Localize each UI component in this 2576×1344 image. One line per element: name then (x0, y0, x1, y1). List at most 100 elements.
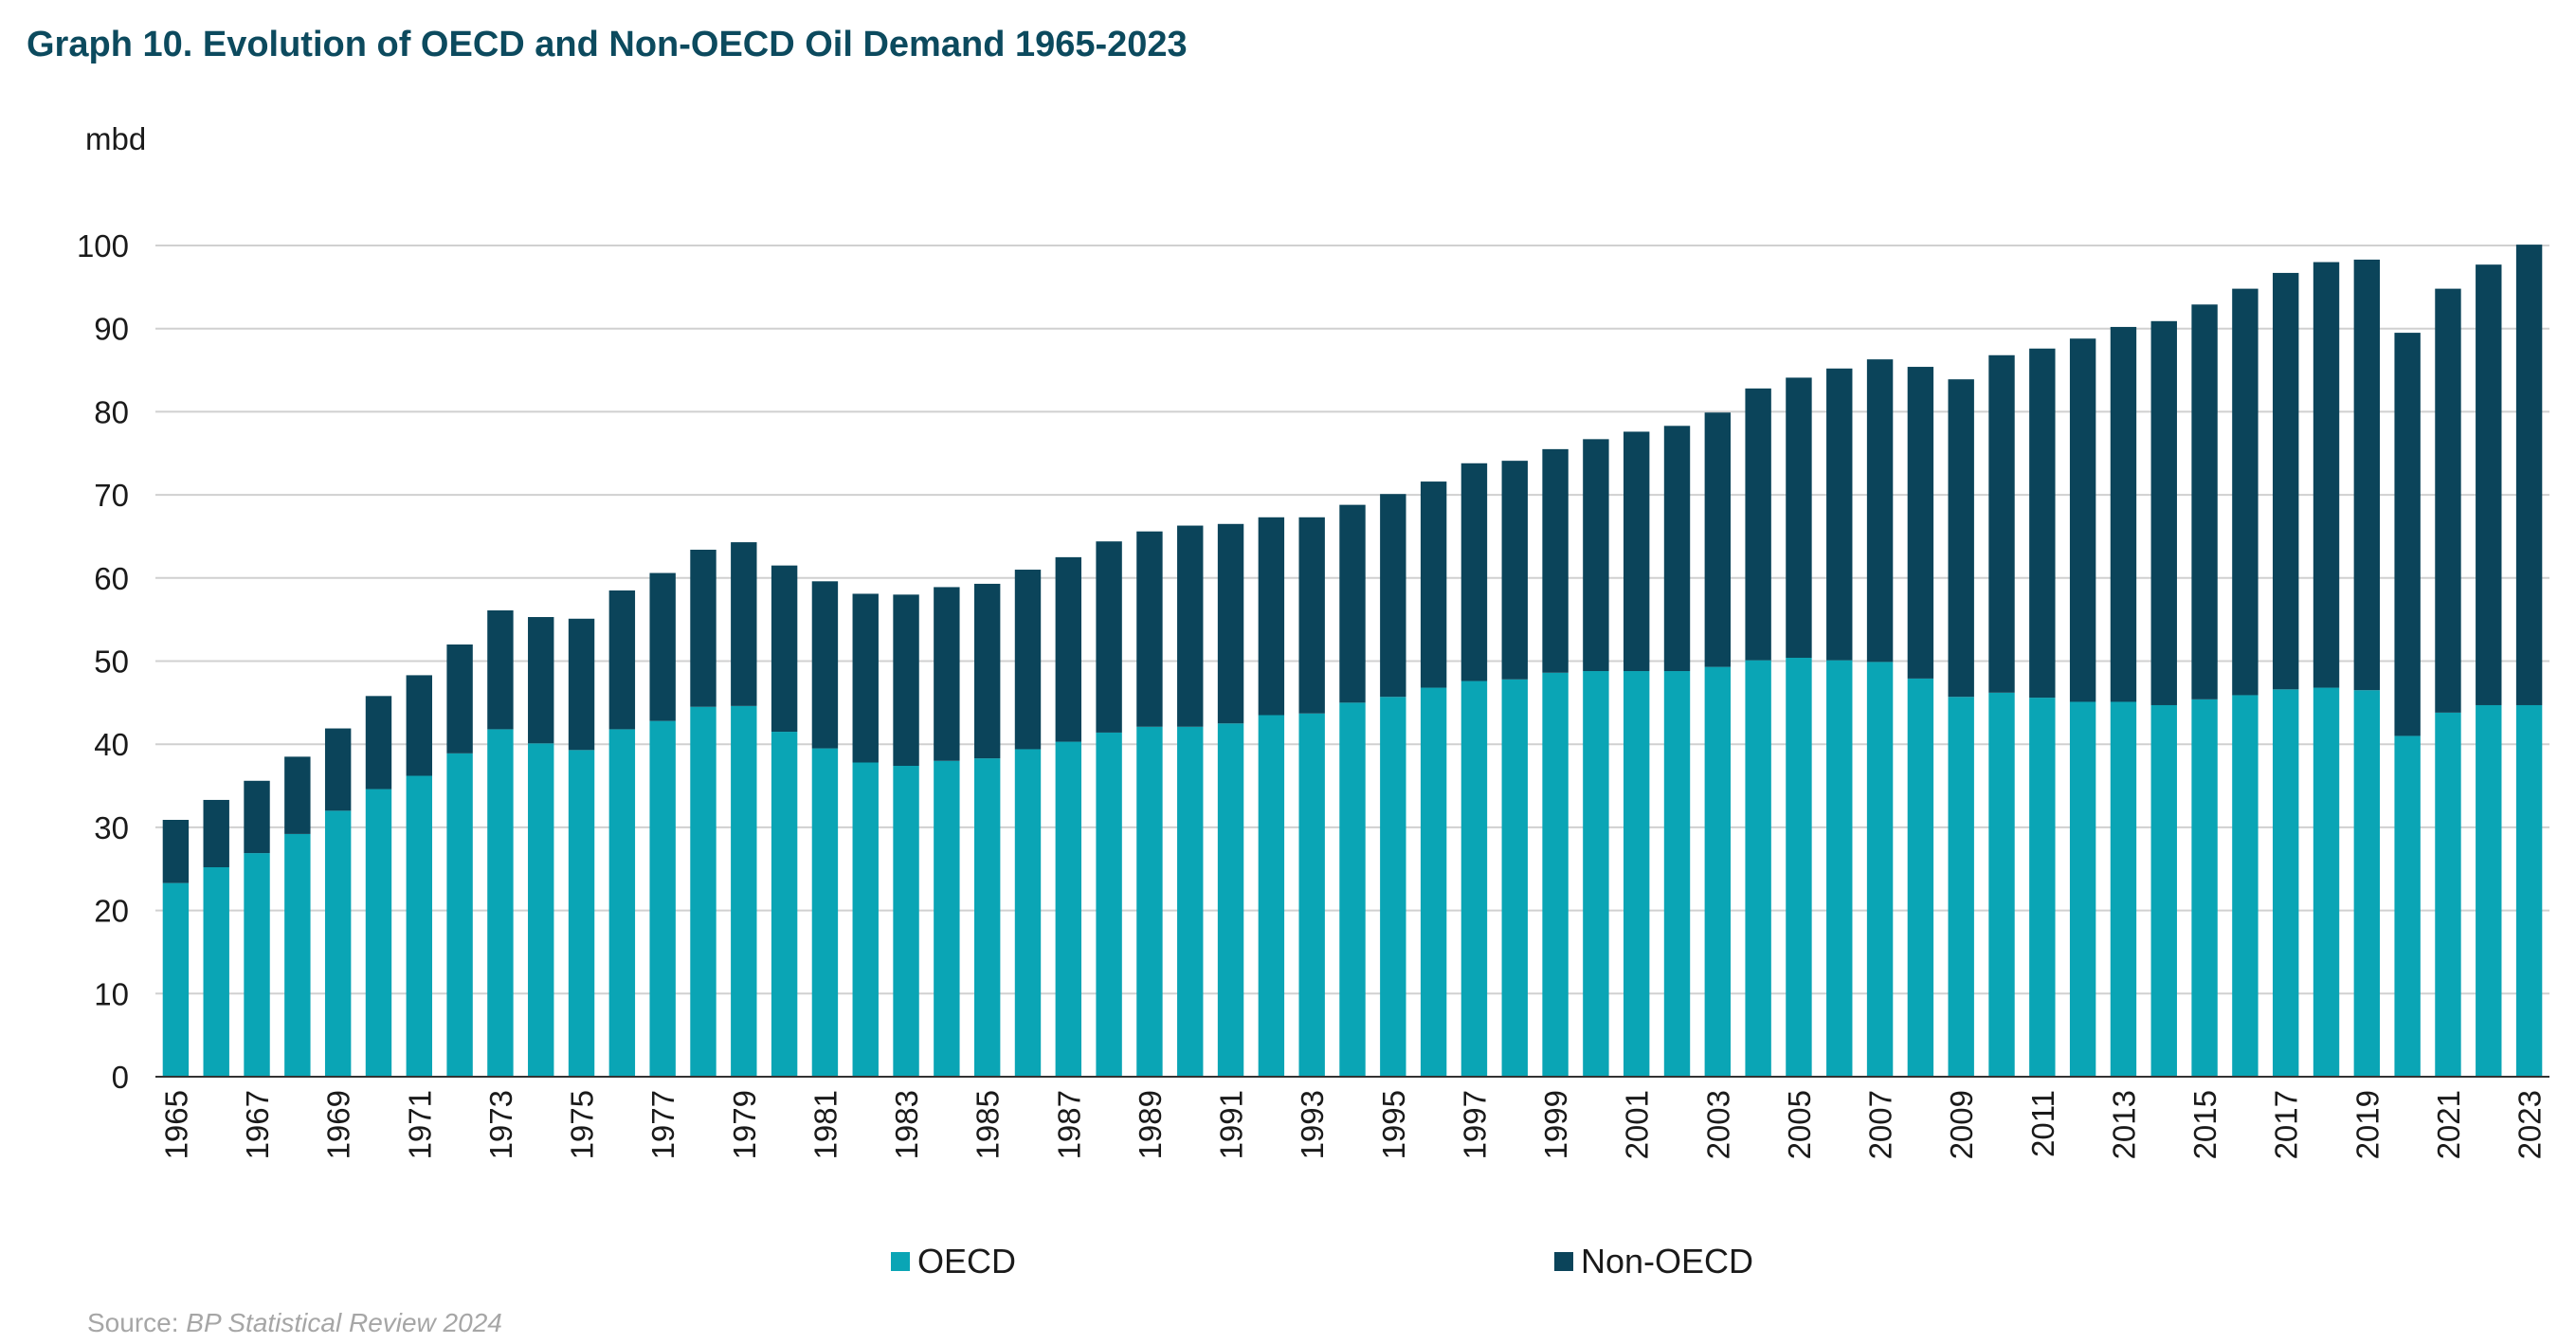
bar-non-oecd-1997 (1460, 463, 1488, 681)
bar-oecd-2012 (2069, 701, 2096, 1077)
bar-non-oecd-2022 (2476, 264, 2502, 705)
bar-oecd-2001 (1623, 671, 1650, 1077)
bar-non-oecd-1972 (446, 644, 473, 754)
x-tick-label: 1985 (971, 1090, 1006, 1159)
x-tick-label: 1989 (1133, 1090, 1168, 1159)
y-tick-label: 90 (94, 312, 129, 347)
bar-oecd-1979 (731, 705, 757, 1077)
bar-oecd-2013 (2110, 701, 2137, 1077)
bar-oecd-1967 (244, 853, 270, 1077)
bar-oecd-2020 (2394, 736, 2421, 1077)
bar-oecd-2019 (2353, 690, 2381, 1077)
bar-oecd-1993 (1298, 713, 1325, 1077)
x-tick-label: 2021 (2431, 1090, 2466, 1159)
bar-non-oecd-2023 (2515, 245, 2543, 705)
legend-item-oecd: OECD (891, 1242, 1016, 1281)
bar-non-oecd-1985 (973, 583, 1001, 759)
bar-oecd-1966 (203, 866, 229, 1077)
bar-non-oecd-1986 (1014, 570, 1042, 750)
bar-non-oecd-1999 (1542, 448, 1569, 673)
bar-oecd-1973 (487, 729, 514, 1077)
bar-non-oecd-1974 (528, 617, 554, 744)
bar-non-oecd-1967 (244, 780, 270, 854)
bar-oecd-1988 (1096, 732, 1122, 1077)
bar-oecd-1998 (1501, 679, 1528, 1077)
bar-oecd-1980 (771, 732, 798, 1077)
bar-oecd-2021 (2435, 712, 2461, 1077)
bar-non-oecd-2014 (2150, 320, 2177, 705)
y-axis-tick-labels: 0 10 20 30 40 50 60 70 80 90 100 (77, 228, 129, 1095)
x-tick-label: 2003 (1700, 1090, 1735, 1159)
bar-oecd-2017 (2273, 689, 2299, 1077)
bar-oecd-1977 (649, 720, 676, 1077)
legend-label-oecd: OECD (917, 1242, 1017, 1280)
bar-oecd-1985 (973, 758, 1001, 1077)
bar-non-oecd-1983 (893, 594, 919, 767)
bar-oecd-1974 (528, 743, 554, 1077)
legend-label-non-oecd: Non-OECD (1581, 1242, 1754, 1280)
bar-non-oecd-1965 (162, 820, 190, 883)
bar-non-oecd-1982 (852, 593, 879, 763)
bar-oecd-1994 (1339, 702, 1366, 1077)
source-prefix: Source: (87, 1308, 179, 1337)
source-note: Source: BP Statistical Review 2024 (87, 1308, 502, 1338)
bar-oecd-2006 (1826, 660, 1853, 1077)
bars (162, 245, 2543, 1077)
bar-oecd-2010 (1988, 692, 2015, 1077)
x-tick-label: 1995 (1376, 1090, 1411, 1159)
bar-oecd-2000 (1583, 671, 1609, 1077)
x-tick-label: 1981 (807, 1090, 843, 1159)
bar-non-oecd-1978 (690, 549, 717, 707)
x-tick-label: 1975 (565, 1090, 600, 1159)
bar-oecd-1978 (690, 706, 717, 1077)
x-tick-label: 2015 (2187, 1090, 2222, 1159)
bar-oecd-2004 (1745, 660, 1771, 1077)
bar-oecd-1982 (852, 762, 879, 1077)
bar-oecd-1970 (365, 789, 392, 1077)
bar-non-oecd-2002 (1663, 426, 1691, 672)
bar-non-oecd-2004 (1745, 388, 1771, 661)
bar-oecd-1981 (811, 748, 839, 1077)
bar-non-oecd-2006 (1826, 368, 1853, 661)
bar-non-oecd-2000 (1583, 439, 1609, 672)
bar-oecd-1972 (446, 753, 473, 1077)
bar-non-oecd-1995 (1380, 494, 1406, 698)
x-tick-label: 2001 (1620, 1090, 1655, 1159)
bar-oecd-1976 (608, 729, 636, 1077)
y-tick-label: 10 (94, 976, 129, 1011)
bar-non-oecd-2001 (1623, 431, 1650, 672)
y-tick-label: 30 (94, 810, 129, 845)
bar-non-oecd-1990 (1177, 525, 1204, 727)
bar-non-oecd-2010 (1988, 354, 2015, 693)
x-tick-label: 2017 (2269, 1090, 2304, 1159)
x-tick-label: 1997 (1457, 1090, 1492, 1159)
x-tick-label: 2005 (1782, 1090, 1817, 1159)
bar-oecd-1983 (893, 766, 919, 1077)
bar-non-oecd-1966 (203, 799, 229, 867)
x-tick-label: 1967 (240, 1090, 275, 1159)
chart-title: Graph 10. Evolution of OECD and Non-OECD… (27, 25, 1188, 64)
bar-non-oecd-1970 (365, 696, 392, 790)
legend-swatch-non-oecd (1554, 1252, 1573, 1271)
bar-non-oecd-1984 (934, 587, 960, 761)
bar-non-oecd-1976 (608, 590, 636, 730)
bar-non-oecd-2018 (2313, 262, 2340, 688)
bar-oecd-1968 (284, 833, 311, 1077)
bar-non-oecd-1998 (1501, 461, 1528, 680)
bar-non-oecd-1973 (487, 610, 514, 730)
bar-oecd-1990 (1177, 726, 1204, 1077)
bar-non-oecd-2008 (1907, 367, 1934, 679)
bar-non-oecd-1992 (1258, 517, 1285, 716)
bar-non-oecd-2015 (2191, 304, 2218, 699)
x-tick-label: 1969 (321, 1090, 356, 1159)
bar-oecd-2009 (1948, 697, 1974, 1077)
bar-oecd-1989 (1136, 726, 1163, 1077)
x-tick-label: 1977 (645, 1090, 680, 1159)
y-tick-label: 70 (94, 478, 129, 513)
bar-oecd-2014 (2150, 704, 2177, 1077)
x-tick-label: 1991 (1214, 1090, 1249, 1159)
bar-non-oecd-2013 (2110, 326, 2137, 702)
bar-oecd-2007 (1866, 662, 1894, 1077)
bar-oecd-1971 (406, 775, 432, 1077)
x-tick-label: 1965 (158, 1090, 193, 1159)
